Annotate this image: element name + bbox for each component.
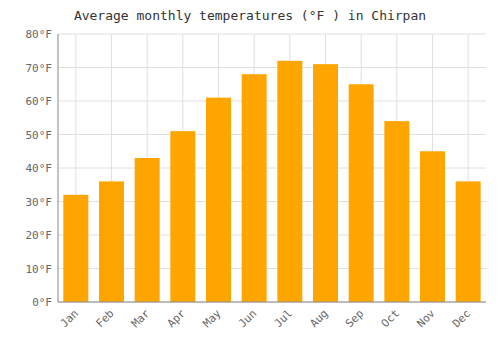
bar [135, 158, 160, 302]
bar [99, 181, 124, 302]
y-tick-label: 40°F [26, 162, 53, 175]
y-grid-line [58, 34, 486, 35]
x-tick-label: Jul [272, 307, 295, 330]
bar [420, 151, 445, 302]
x-tick-label: Apr [165, 307, 189, 331]
y-tick-label: 50°F [26, 129, 53, 142]
chart-svg: Average monthly temperatures (°F ) in Ch… [0, 0, 500, 350]
bars [63, 61, 480, 302]
y-tick-label: 60°F [26, 95, 53, 108]
bar [313, 64, 338, 302]
x-tick-label: Sep [343, 307, 366, 330]
y-tick-label: 70°F [26, 62, 53, 75]
x-tick-label: Jun [236, 307, 259, 330]
bar [384, 121, 409, 302]
chart-container: Average monthly temperatures (°F ) in Ch… [0, 0, 500, 350]
y-axis-line [58, 34, 59, 302]
bar [170, 131, 195, 302]
x-tick-label: Aug [307, 307, 330, 330]
x-tick-label: Dec [450, 307, 473, 330]
y-grid-line [58, 134, 486, 135]
x-tick-label: Jan [58, 307, 81, 330]
bar [242, 74, 267, 302]
y-grid-line [58, 101, 486, 102]
y-grid-line [58, 302, 486, 303]
bar [206, 98, 231, 302]
y-tick-label: 10°F [26, 263, 53, 276]
y-tick-label: 80°F [26, 28, 53, 41]
x-tick-label: Feb [93, 307, 116, 330]
y-tick-label: 30°F [26, 196, 53, 209]
bar [277, 61, 302, 302]
y-grid-line [58, 67, 486, 68]
y-tick-label: 0°F [32, 296, 52, 309]
title: Average monthly temperatures (°F ) in Ch… [74, 8, 426, 23]
grid [58, 34, 486, 302]
x-tick-label: May [200, 307, 224, 331]
x-tick-label: Mar [129, 307, 153, 331]
y-tick-label: 20°F [26, 229, 53, 242]
bar [456, 181, 481, 302]
x-axis-line [58, 302, 486, 303]
x-tick-label: Nov [414, 307, 438, 331]
x-tick-label: Oct [379, 307, 402, 330]
bar [63, 195, 88, 302]
bar [349, 84, 374, 302]
